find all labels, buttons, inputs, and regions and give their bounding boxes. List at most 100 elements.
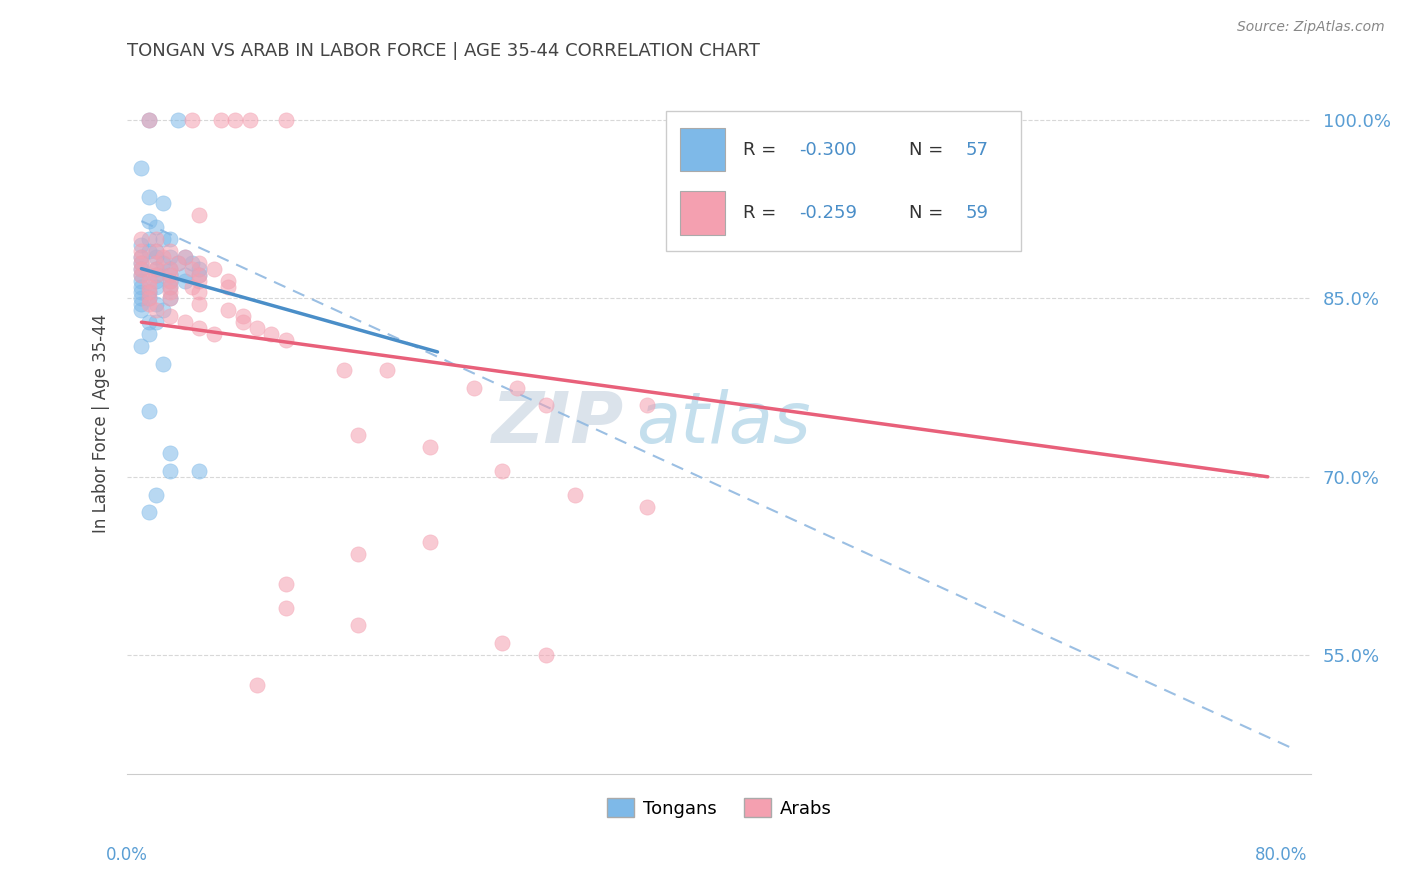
Point bbox=[131, 274, 153, 288]
Point bbox=[246, 678, 269, 692]
Point bbox=[159, 292, 181, 306]
Point bbox=[152, 357, 174, 371]
Point bbox=[145, 244, 167, 258]
Text: TONGAN VS ARAB IN LABOR FORCE | AGE 35-44 CORRELATION CHART: TONGAN VS ARAB IN LABOR FORCE | AGE 35-4… bbox=[127, 42, 759, 60]
Point bbox=[138, 297, 160, 311]
Point bbox=[138, 285, 160, 300]
Point bbox=[131, 285, 153, 300]
Point bbox=[159, 274, 181, 288]
Point bbox=[636, 500, 658, 514]
Point bbox=[166, 256, 188, 270]
Point bbox=[231, 310, 253, 324]
Point bbox=[145, 261, 167, 276]
Point bbox=[138, 292, 160, 306]
Point bbox=[138, 285, 160, 300]
Point bbox=[138, 274, 160, 288]
Point bbox=[181, 261, 204, 276]
Point bbox=[159, 279, 181, 293]
Text: N =: N = bbox=[908, 203, 949, 222]
FancyBboxPatch shape bbox=[681, 128, 725, 171]
Point bbox=[274, 577, 297, 591]
Point bbox=[375, 363, 398, 377]
Point bbox=[217, 279, 239, 293]
Point bbox=[138, 292, 160, 306]
Legend: Tongans, Arabs: Tongans, Arabs bbox=[599, 791, 839, 825]
Point bbox=[131, 339, 153, 353]
Point bbox=[202, 261, 225, 276]
Point bbox=[534, 399, 557, 413]
Point bbox=[491, 636, 513, 650]
Point bbox=[131, 279, 153, 293]
Point bbox=[152, 232, 174, 246]
Point bbox=[159, 446, 181, 460]
Point bbox=[491, 464, 513, 478]
Point bbox=[188, 321, 211, 335]
Point bbox=[188, 256, 211, 270]
Point bbox=[231, 315, 253, 329]
Point bbox=[419, 440, 441, 454]
Point bbox=[159, 464, 181, 478]
Point bbox=[159, 232, 181, 246]
FancyBboxPatch shape bbox=[666, 111, 1021, 252]
Point bbox=[138, 315, 160, 329]
Point bbox=[347, 428, 370, 442]
Point bbox=[159, 292, 181, 306]
Point bbox=[131, 250, 153, 264]
FancyBboxPatch shape bbox=[681, 191, 725, 235]
Point bbox=[188, 268, 211, 282]
Text: 0.0%: 0.0% bbox=[105, 846, 148, 863]
Point bbox=[145, 244, 167, 258]
Point bbox=[131, 268, 153, 282]
Point bbox=[138, 327, 160, 342]
Point bbox=[159, 310, 181, 324]
Point bbox=[145, 315, 167, 329]
Point bbox=[217, 303, 239, 318]
Point bbox=[131, 261, 153, 276]
Point bbox=[159, 285, 181, 300]
Point bbox=[159, 244, 181, 258]
Point bbox=[166, 256, 188, 270]
Point bbox=[145, 303, 167, 318]
Point bbox=[332, 363, 354, 377]
Point bbox=[138, 279, 160, 293]
Point bbox=[506, 381, 529, 395]
Point bbox=[131, 238, 153, 252]
Point bbox=[159, 250, 181, 264]
Point bbox=[145, 274, 167, 288]
Point bbox=[347, 547, 370, 561]
Point bbox=[173, 250, 195, 264]
Point bbox=[152, 303, 174, 318]
Point bbox=[173, 268, 195, 282]
Point bbox=[159, 268, 181, 282]
Point bbox=[419, 535, 441, 549]
Point bbox=[138, 506, 160, 520]
Point bbox=[463, 381, 485, 395]
Point bbox=[564, 488, 586, 502]
Point bbox=[131, 250, 153, 264]
Point bbox=[145, 297, 167, 311]
Point bbox=[159, 261, 181, 276]
Point bbox=[246, 321, 269, 335]
Point bbox=[131, 161, 153, 175]
Text: R =: R = bbox=[742, 141, 782, 159]
Point bbox=[159, 261, 181, 276]
Point bbox=[131, 292, 153, 306]
Point bbox=[131, 256, 153, 270]
Point bbox=[152, 256, 174, 270]
Point bbox=[145, 268, 167, 282]
Text: 57: 57 bbox=[966, 141, 988, 159]
Point bbox=[131, 297, 153, 311]
Point bbox=[188, 268, 211, 282]
Text: Source: ZipAtlas.com: Source: ZipAtlas.com bbox=[1237, 20, 1385, 34]
Point bbox=[209, 113, 232, 128]
Text: atlas: atlas bbox=[636, 389, 811, 458]
Point bbox=[181, 279, 204, 293]
Point bbox=[166, 113, 188, 128]
Point bbox=[188, 297, 211, 311]
Point bbox=[152, 196, 174, 211]
Point bbox=[347, 618, 370, 632]
Point bbox=[138, 404, 160, 418]
Point bbox=[138, 232, 160, 246]
Point bbox=[260, 327, 283, 342]
Point bbox=[131, 261, 153, 276]
